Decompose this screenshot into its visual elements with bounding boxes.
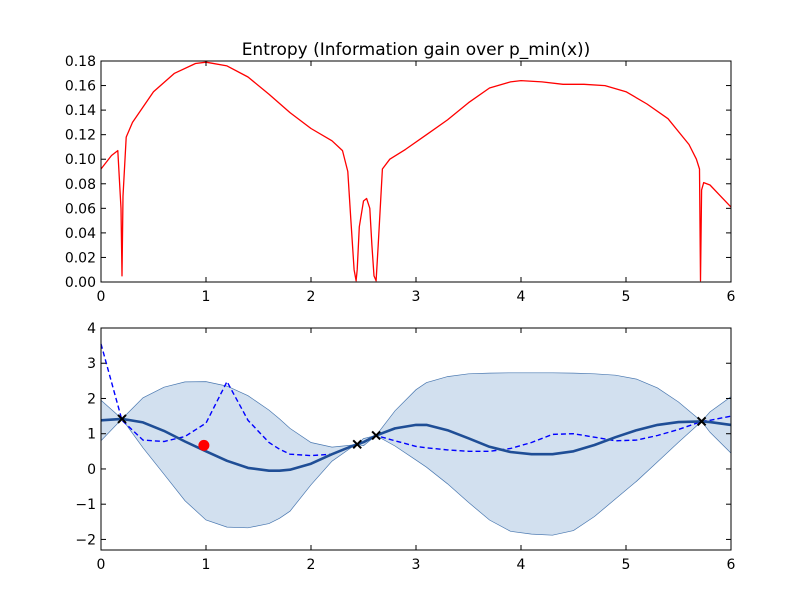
- gp-axes-frame: [100, 327, 732, 551]
- gp-plot-area: [100, 343, 732, 536]
- gp-y-tick-label: 4: [87, 321, 96, 337]
- observation-marker: [117, 414, 127, 424]
- observation-marker-stroke: [371, 430, 381, 441]
- entropy-y-tick-label: 0.12: [65, 128, 96, 144]
- gp-y-tick-label: −2: [75, 532, 96, 548]
- gp-y-tick-label: −1: [75, 497, 96, 513]
- gp-x-tick-label: 3: [412, 557, 421, 573]
- gp-x-tick-label: 1: [202, 557, 211, 573]
- entropy-y-tick-label: 0.02: [65, 250, 96, 266]
- observation-marker: [371, 430, 381, 441]
- observation-marker: [696, 416, 707, 427]
- observation-marker-stroke: [352, 439, 362, 449]
- entropy-y-tick-label: 0.08: [65, 177, 96, 193]
- entropy-x-tick-label: 5: [622, 289, 631, 305]
- next-point-marker: [198, 439, 210, 451]
- gp-posterior-chart: 0 1 2 3 4 5 6 −2 −1 0 1 2 3 4: [75, 321, 735, 573]
- observation-marker-stroke: [117, 414, 127, 424]
- gp-x-tick-label: 0: [97, 557, 106, 573]
- posterior-mean-line: [100, 417, 732, 473]
- entropy-x-tick-label: 0: [97, 289, 106, 305]
- entropy-y-tick-label: 0.16: [65, 79, 96, 95]
- entropy-axes-frame: [100, 60, 732, 283]
- entropy-y-tick-label: 0.14: [65, 103, 96, 119]
- gp-x-tick-label: 4: [517, 557, 526, 573]
- entropy-x-tick-label: 3: [412, 289, 421, 305]
- entropy-x-tick-label: 6: [727, 289, 736, 305]
- gp-y-ticks: −2 −1 0 1 2 3 4: [75, 321, 731, 548]
- entropy-y-tick-label: 0.10: [65, 152, 96, 168]
- entropy-x-ticks: 0 1 2 3 4 5 6: [97, 61, 736, 305]
- entropy-x-tick-label: 2: [307, 289, 316, 305]
- observation-marker-stroke: [696, 416, 707, 427]
- gp-x-tick-label: 2: [307, 557, 316, 573]
- gp-y-tick-label: 3: [87, 356, 96, 372]
- gp-y-tick-label: 0: [87, 462, 96, 478]
- gp-y-tick-label: 2: [87, 391, 96, 407]
- entropy-x-tick-label: 4: [517, 289, 526, 305]
- entropy-y-tick-label: 0.18: [65, 54, 96, 70]
- gp-x-tick-label: 6: [727, 557, 736, 573]
- entropy-plot-area: [100, 61, 732, 282]
- entropy-line: [100, 61, 732, 282]
- entropy-y-ticks: 0.00 0.02 0.04 0.06 0.08 0.10 0.12 0.14 0.16 0.18: [65, 54, 731, 291]
- entropy-y-tick-label: 0.04: [65, 226, 96, 242]
- entropy-y-tick-label: 0.00: [65, 275, 96, 291]
- entropy-y-tick-label: 0.06: [65, 201, 96, 217]
- gp-y-tick-label: 1: [87, 427, 96, 443]
- gp-x-tick-label: 5: [622, 557, 631, 573]
- entropy-x-tick-label: 1: [202, 289, 211, 305]
- entropy-chart: Entropy (Information gain over p_min(x))…: [65, 40, 736, 305]
- gp-x-ticks: 0 1 2 3 4 5 6: [97, 328, 736, 573]
- entropy-chart-title: Entropy (Information gain over p_min(x)): [242, 40, 591, 60]
- observation-marker: [352, 439, 362, 449]
